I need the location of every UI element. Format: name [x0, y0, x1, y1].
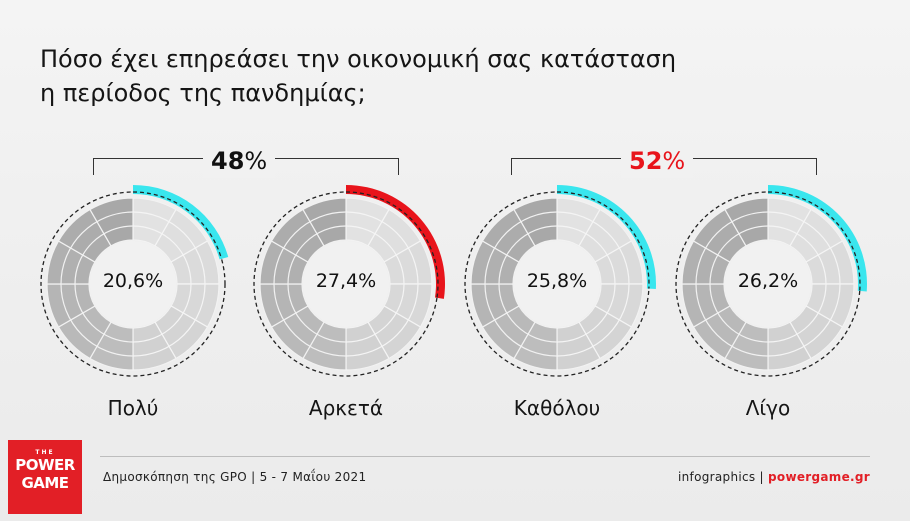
donut-highlight [133, 198, 219, 370]
donut-dashed-ring [40, 191, 226, 377]
category-label-ligo: Λίγο [745, 396, 791, 420]
donut-center [303, 241, 389, 327]
value-arc-dash [345, 191, 439, 298]
value-arc-dash [556, 191, 650, 289]
donut-highlight [346, 198, 432, 370]
donut-segment [724, 197, 769, 247]
donut-ring-divider [74, 225, 192, 343]
source-note: Δημοσκόπηση της GPO | 5 - 7 Μαΐου 2021 [103, 470, 367, 484]
donut-segment [89, 197, 134, 247]
donut-ring-divider [60, 211, 206, 357]
logo-line-1: POWER [15, 456, 75, 474]
donut-center [514, 241, 600, 327]
value-label-arketa: 27,4% [315, 270, 377, 292]
group-total-unit: % [244, 147, 268, 175]
donut-highlight [768, 198, 854, 370]
value-label-ligo: 26,2% [737, 270, 799, 292]
logo-the: THE [35, 449, 55, 456]
value-arc-arketa [346, 185, 445, 299]
credit: infographics | powergame.gr [678, 470, 870, 484]
donut-ring-divider [498, 225, 616, 343]
donut-center [90, 241, 176, 327]
value-label-polu: 20,6% [102, 270, 164, 292]
footer-divider [100, 456, 870, 457]
power-game-logo: THE POWER GAME [8, 440, 82, 514]
chart-title-line-1: Πόσο έχει επηρεάσει την οικονομική σας κ… [40, 45, 677, 73]
donut-arketa [253, 185, 445, 377]
donut-center [725, 241, 811, 327]
donut-katholou [464, 185, 656, 377]
donut-ligo [675, 185, 867, 377]
donut-polu [40, 185, 229, 377]
group-total-value: 48 [211, 147, 245, 175]
donut-ring-divider [287, 225, 405, 343]
donut-highlight [557, 198, 643, 370]
category-label-katholou: Καθόλου [513, 396, 601, 420]
donut-segment [513, 197, 558, 247]
value-label-katholou: 25,8% [526, 270, 588, 292]
group-total-label: 48% [203, 144, 276, 178]
chart-title: Πόσο έχει επηρεάσει την οικονομική σας κ… [40, 42, 800, 110]
donut-ring-divider [273, 211, 419, 357]
credit-prefix: infographics | [678, 470, 769, 484]
group-total-unit: % [662, 147, 686, 175]
group-total-label: 52% [621, 144, 694, 178]
group-total-value: 52 [629, 147, 663, 175]
category-label-arketa: Αρκετά [308, 396, 384, 420]
logo-line-2: GAME [21, 474, 69, 492]
category-label-polu: Πολύ [107, 396, 159, 420]
donut-ring-divider [709, 225, 827, 343]
donut-ring-divider [695, 211, 841, 357]
credit-domain: powergame.gr [768, 470, 870, 484]
value-arc-dash [132, 191, 223, 260]
donut-ring-divider [484, 211, 630, 357]
chart-title-line-2: η περίοδος της πανδημίας; [40, 79, 366, 107]
donut-segment [302, 197, 347, 247]
